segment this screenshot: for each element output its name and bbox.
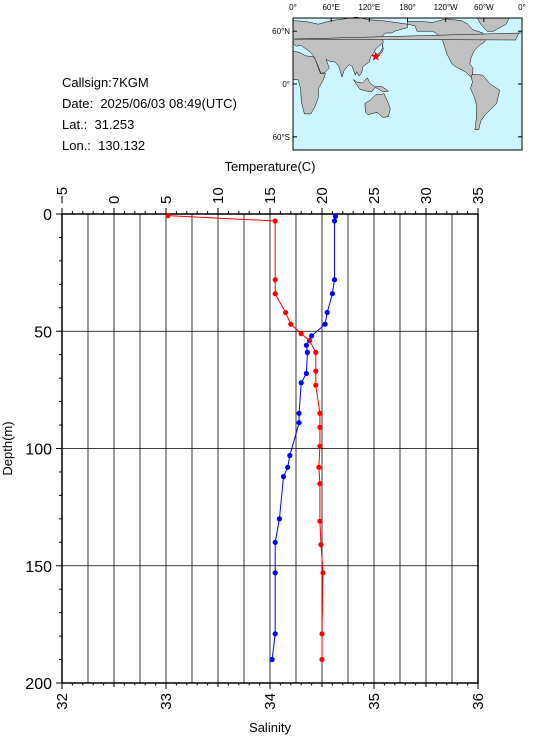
temperature-profile-line [168,215,324,660]
temperature-tick-label: 30 [418,187,435,204]
salinity-data-point [332,213,339,219]
salinity-tick-label: 36 [470,693,487,710]
salinity-data-point [280,474,287,480]
station-info: Callsign:7KGM Date: 2025/06/03 08:49(UTC… [62,72,237,156]
depth-axis-label: Depth(m) [0,421,15,475]
salinity-data-point [329,291,335,297]
temperature-data-point [317,518,323,524]
temperature-data-point [165,213,171,219]
lon-row: Lon.: 130.132 [62,135,237,156]
temperature-data-point [320,570,326,576]
salinity-data-point [285,464,291,470]
callsign-label: Callsign: [62,75,112,90]
salinity-data-point [322,321,328,327]
lat-label: Lat.: [62,117,88,132]
salinity-data-point [309,333,315,339]
temperature-data-point [316,464,322,470]
callsign-value: 7KGM [111,75,149,90]
temperature-tick-label: −5 [54,187,71,204]
temperature-tick-label: 20 [314,187,331,204]
salinity-tick-label: 33 [158,693,175,710]
date-value: 2025/06/03 08:49(UTC) [100,96,237,111]
temperature-axis-label: Temperature(C) [224,159,315,174]
salinity-data-point [331,277,338,283]
salinity-data-point [287,452,293,459]
depth-tick-label: 150 [25,559,52,576]
temperature-tick-label: 0 [106,196,123,204]
temperature-tick-label: 35 [470,187,487,204]
temperature-tick-label: 5 [158,196,175,204]
callsign-row: Callsign:7KGM [62,72,237,93]
salinity-tick-label: 32 [54,693,71,710]
salinity-data-point [298,380,304,386]
temperature-data-point [317,424,323,430]
salinity-data-point [331,218,338,224]
temperature-tick-label: 10 [210,187,227,204]
date-row: Date: 2025/06/03 08:49(UTC) [62,93,237,114]
temperature-data-point [319,631,325,637]
salinity-data-point [272,631,278,637]
temperature-data-point [298,331,304,337]
temperature-data-point [272,291,278,297]
salinity-tick-label: 34 [262,693,279,710]
salinity-tick-label: 35 [366,693,383,710]
lat-value: 31.253 [94,117,135,132]
temperature-data-point [272,218,278,224]
temperature-data-point [313,349,319,355]
salinity-data-point [296,420,302,426]
temperature-data-point [313,368,319,374]
lat-row: Lat.: 31.253 [62,114,237,135]
salinity-data-point [272,570,278,576]
depth-tick-label: 0 [43,207,52,224]
salinity-data-point [269,656,275,663]
temperature-data-point [319,656,325,663]
temperature-data-point [288,321,294,327]
depth-tick-label: 200 [25,676,52,693]
temperature-tick-label: 15 [262,187,279,204]
lon-value: 130.132 [98,138,146,153]
depth-tick-label: 100 [25,442,52,459]
salinity-axis-label: Salinity [249,720,291,735]
temperature-tick-label: 25 [366,187,383,204]
salinity-data-point [276,516,282,522]
salinity-data-point [296,410,302,416]
temperature-data-point [313,382,319,388]
salinity-data-point [324,309,330,316]
lon-label: Lon.: [62,138,91,153]
temperature-data-point [317,410,323,416]
temperature-data-point [272,277,278,283]
date-label: Date: [62,96,94,111]
salinity-data-point [272,539,278,545]
temperature-data-point [283,309,289,316]
depth-tick-label: 50 [34,324,52,341]
temperature-data-point [317,481,323,487]
salinity-data-point [303,342,309,348]
temperature-data-point [317,443,323,449]
salinity-data-point [303,370,309,377]
salinity-profile-line [271,216,336,660]
temperature-data-point [318,542,324,548]
salinity-data-point [304,349,310,355]
